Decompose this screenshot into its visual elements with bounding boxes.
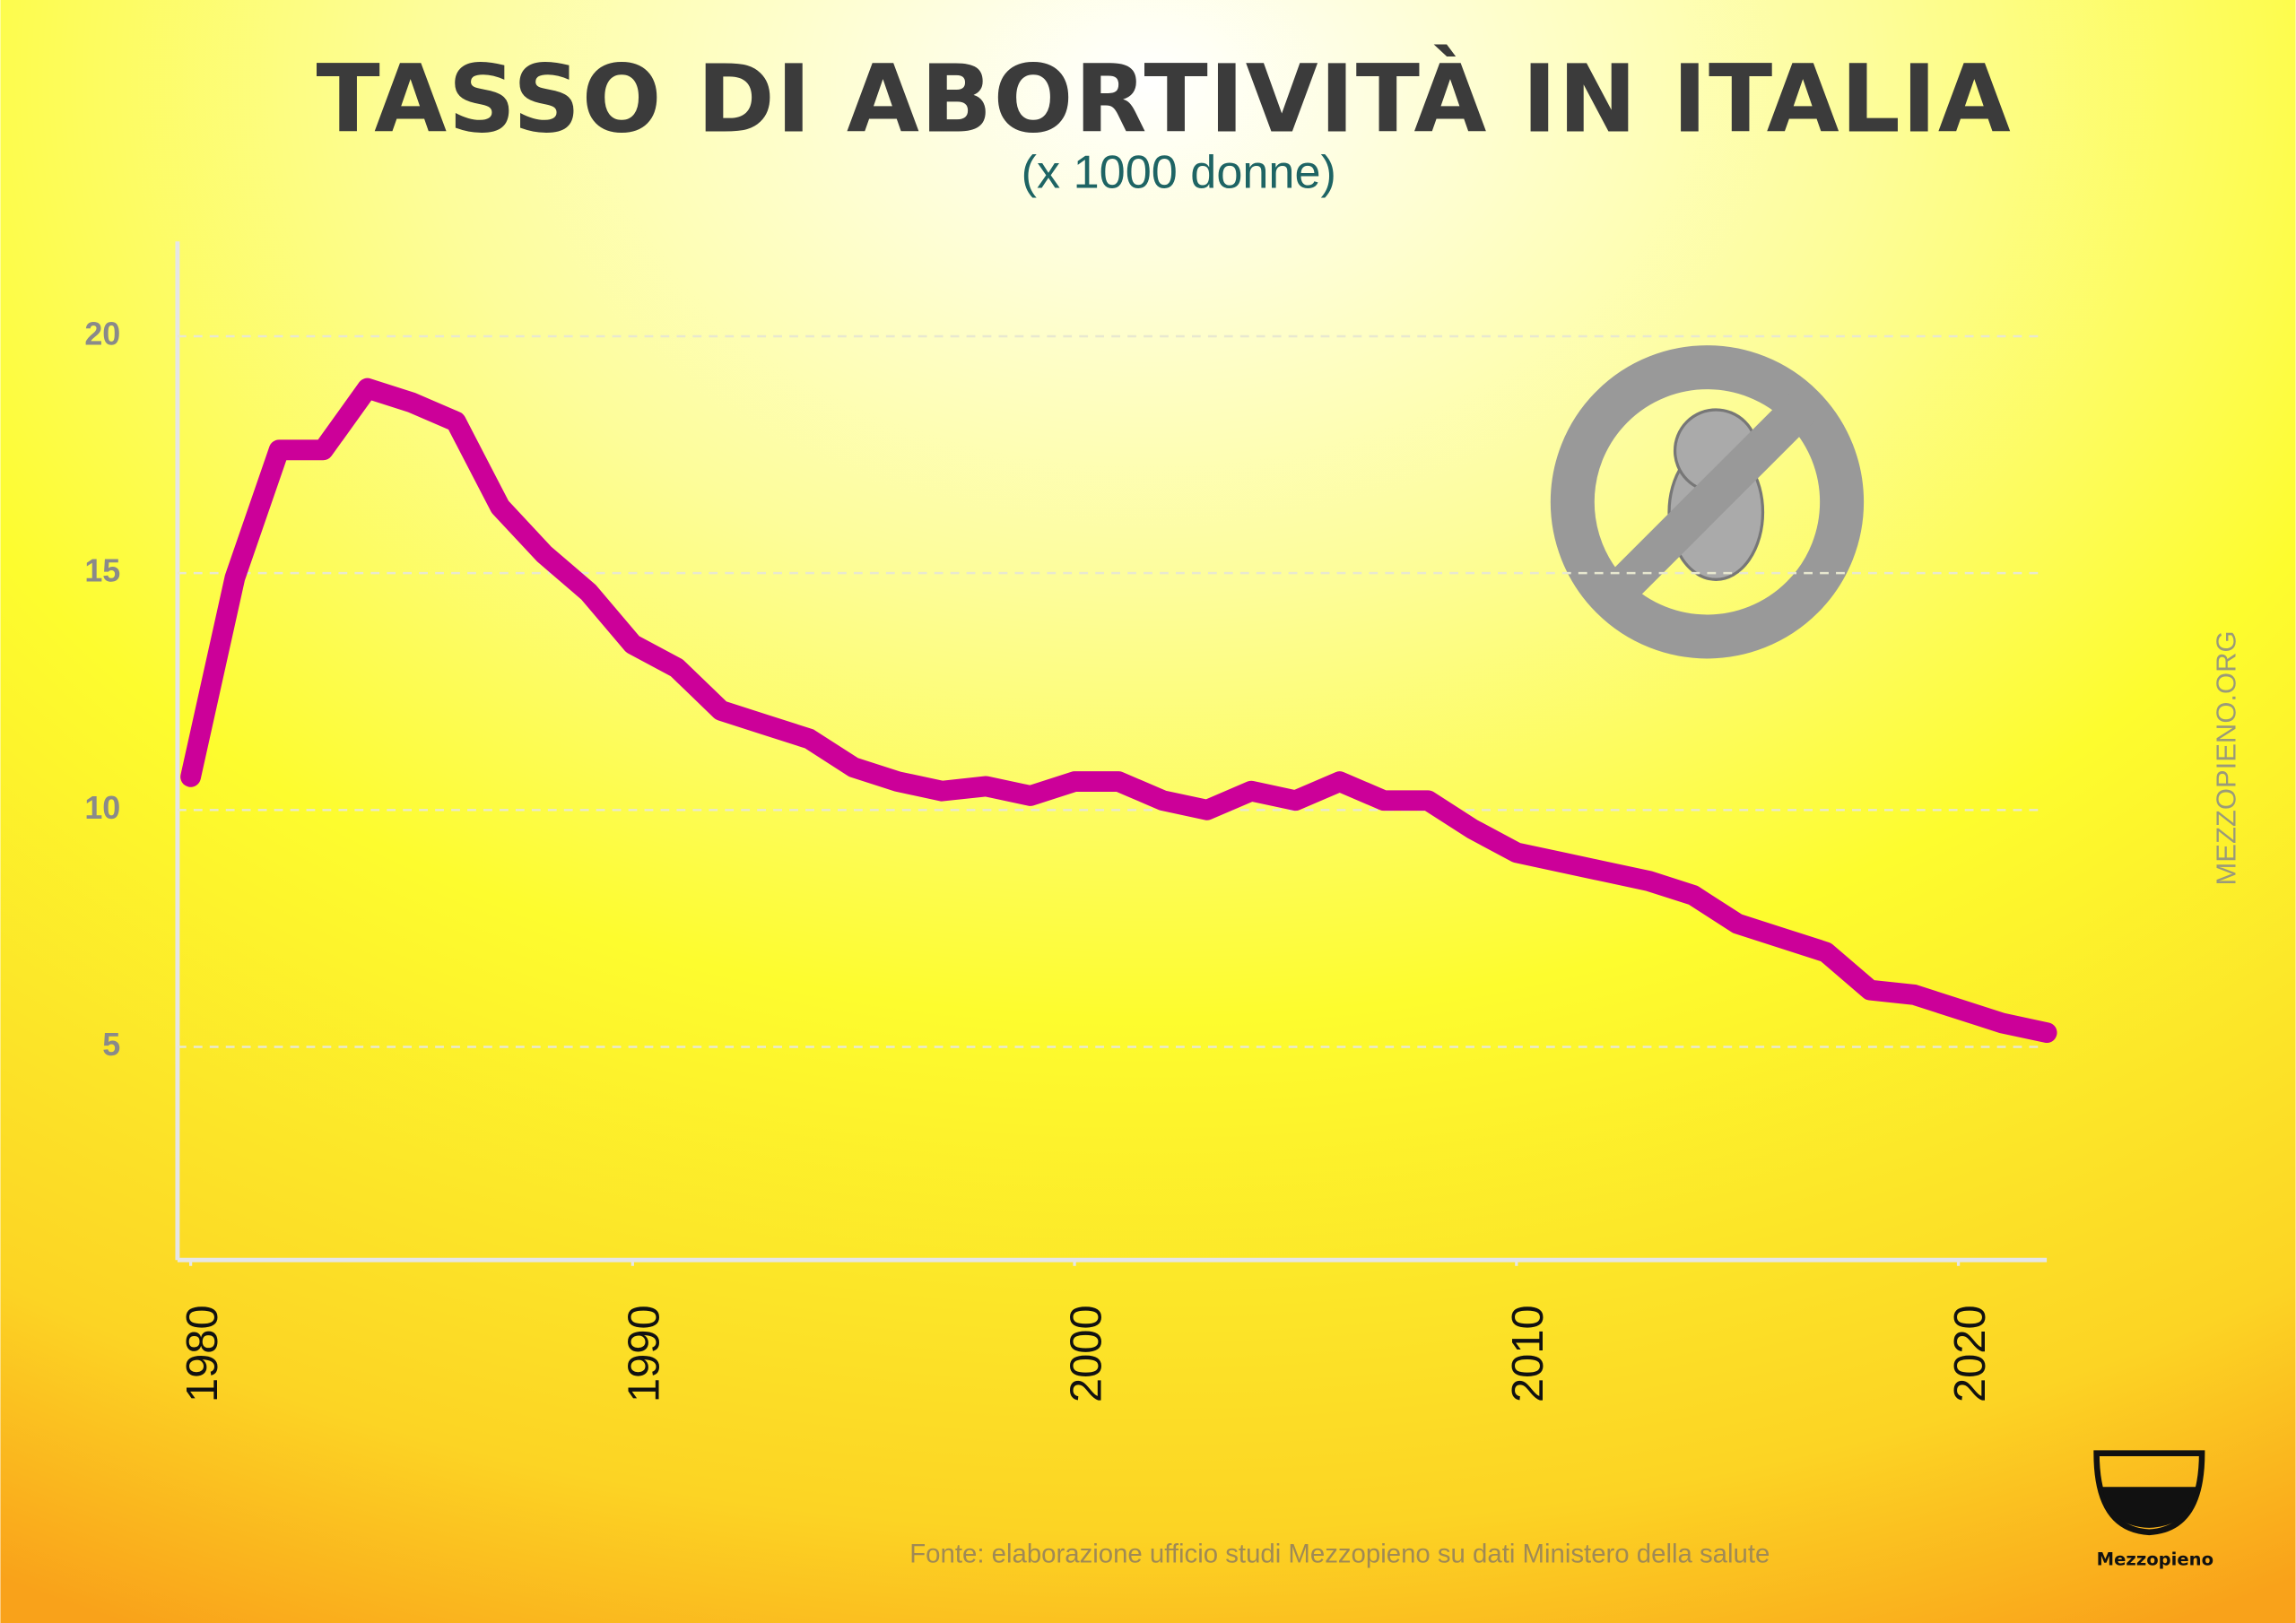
chart-subtitle: (x 1000 donne)	[1022, 147, 1336, 199]
prohibited-bar	[1598, 393, 1816, 611]
y-tick-label: 10	[84, 790, 120, 826]
watermark: MEZZOPIENO.ORG	[2211, 630, 2242, 885]
source: Fonte: elaborazione ufficio studi Mezzop…	[909, 1540, 1770, 1569]
data-line	[180, 378, 2057, 1044]
y-tick-label: 20	[84, 316, 120, 352]
x-tick-label: 1990	[621, 1305, 669, 1402]
logo-text: Mezzopieno	[2097, 1549, 2213, 1569]
prohibited-ring	[1550, 345, 1865, 659]
y-tick-label: 15	[84, 553, 120, 589]
icon	[1550, 345, 1865, 659]
chart-title: TASSO DI ABORTIVITÀ IN ITALIA	[317, 43, 2013, 153]
logo: Mezzopieno	[2093, 1450, 2213, 1569]
x-tick-label: 2000	[1062, 1305, 1110, 1402]
x-tick-label: 1980	[178, 1305, 227, 1402]
logo-fill	[2102, 1487, 2196, 1528]
x-tick-label: 2010	[1504, 1305, 1552, 1402]
x-tick-label: 2020	[1946, 1305, 1995, 1402]
y-tick-label: 5	[102, 1027, 120, 1063]
logo-glass	[2093, 1450, 2205, 1536]
